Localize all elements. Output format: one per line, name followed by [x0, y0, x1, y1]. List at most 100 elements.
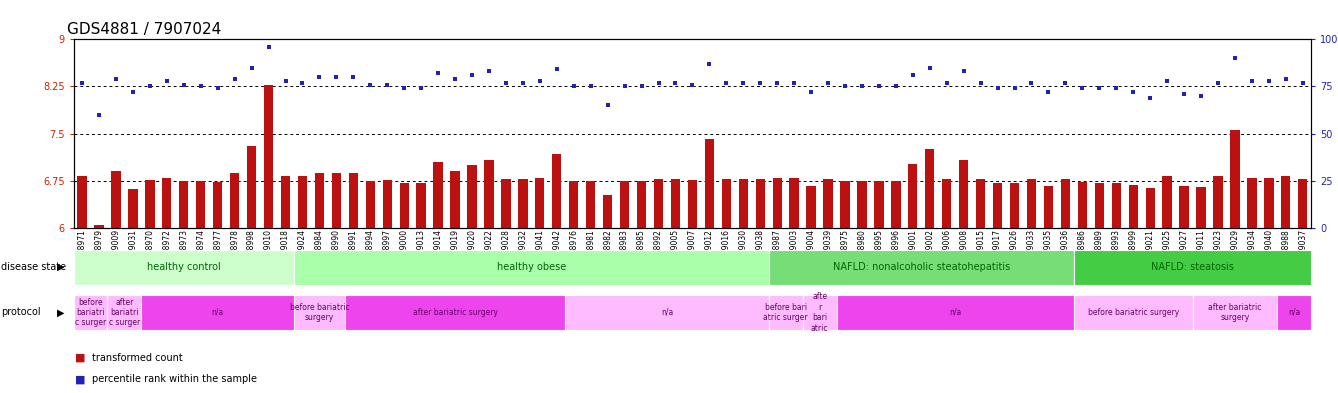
Bar — [942, 179, 951, 228]
Point — [1275, 76, 1297, 82]
Point — [665, 79, 686, 86]
Bar — [349, 173, 359, 228]
Bar — [179, 181, 189, 228]
Bar — [400, 183, 409, 228]
Bar — [535, 178, 545, 228]
Text: before bariatric surgery: before bariatric surgery — [1088, 308, 1179, 317]
Point — [597, 102, 618, 108]
Point — [1207, 79, 1228, 86]
Text: after bariatric
surgery: after bariatric surgery — [1208, 303, 1262, 322]
Text: n/a: n/a — [949, 308, 961, 317]
Bar — [383, 180, 392, 228]
Point — [1156, 78, 1177, 84]
Point — [1054, 79, 1076, 86]
Bar — [959, 160, 969, 228]
Bar — [345, 295, 565, 330]
Bar — [294, 250, 769, 285]
Bar — [1112, 183, 1121, 228]
Bar — [670, 179, 680, 228]
Point — [682, 81, 704, 88]
Point — [292, 79, 313, 86]
Point — [1089, 85, 1111, 92]
Point — [818, 79, 839, 86]
Bar — [823, 179, 832, 228]
Bar — [230, 173, 240, 228]
Bar — [1179, 186, 1188, 228]
Point — [1258, 78, 1279, 84]
Bar — [803, 295, 836, 330]
Bar — [1298, 179, 1307, 228]
Point — [546, 66, 567, 73]
Bar — [78, 176, 87, 228]
Bar — [756, 179, 765, 228]
Bar — [95, 225, 103, 228]
Bar — [197, 181, 206, 228]
Point — [579, 83, 601, 90]
Text: percentile rank within the sample: percentile rank within the sample — [92, 374, 257, 384]
Bar — [128, 189, 138, 228]
Point — [241, 64, 262, 71]
Bar — [836, 295, 1074, 330]
Bar — [365, 181, 375, 228]
Bar — [789, 178, 799, 228]
Text: healthy control: healthy control — [147, 262, 221, 272]
Text: before bariatric
surgery: before bariatric surgery — [289, 303, 349, 322]
Bar — [434, 162, 443, 228]
Point — [139, 83, 161, 90]
Text: before
bariatri
c surger: before bariatri c surger — [75, 298, 106, 327]
Bar — [74, 250, 294, 285]
Bar — [264, 84, 273, 228]
Point — [88, 112, 110, 118]
Bar — [1026, 179, 1036, 228]
Text: n/a: n/a — [211, 308, 223, 317]
Text: GDS4881 / 7907024: GDS4881 / 7907024 — [67, 22, 222, 37]
Point — [122, 89, 143, 95]
Point — [444, 76, 466, 82]
Point — [698, 61, 720, 67]
Point — [1021, 79, 1042, 86]
Bar — [416, 183, 425, 228]
Point — [1242, 78, 1263, 84]
Point — [71, 79, 92, 86]
Bar — [1010, 183, 1020, 228]
Bar — [298, 176, 308, 228]
Point — [648, 79, 669, 86]
Bar — [281, 176, 290, 228]
Point — [325, 74, 347, 80]
Point — [427, 70, 448, 76]
Text: ▶: ▶ — [56, 307, 64, 318]
Bar — [769, 250, 1074, 285]
Point — [1123, 89, 1144, 95]
Bar — [603, 195, 613, 228]
Bar — [107, 295, 142, 330]
Point — [274, 78, 296, 84]
Point — [462, 72, 483, 78]
Bar — [705, 139, 714, 228]
Bar — [619, 181, 629, 228]
Bar — [891, 182, 900, 228]
Point — [835, 83, 856, 90]
Text: n/a: n/a — [1288, 308, 1301, 317]
Point — [258, 44, 280, 50]
Point — [800, 89, 822, 95]
Text: n/a: n/a — [661, 308, 673, 317]
Point — [1105, 85, 1127, 92]
Bar — [484, 160, 494, 228]
Bar — [772, 178, 781, 228]
Bar — [654, 179, 664, 228]
Text: afte
r
bari
atric: afte r bari atric — [811, 292, 828, 332]
Point — [614, 83, 636, 90]
Point — [733, 79, 755, 86]
Point — [868, 83, 890, 90]
Bar — [518, 179, 527, 228]
Point — [106, 76, 127, 82]
Bar — [569, 181, 578, 228]
Point — [1224, 55, 1246, 61]
Bar — [332, 173, 341, 228]
Bar — [586, 181, 595, 228]
Point — [1072, 85, 1093, 92]
Bar — [111, 171, 120, 228]
Bar — [248, 146, 257, 228]
Point — [157, 78, 178, 84]
Text: healthy obese: healthy obese — [496, 262, 566, 272]
